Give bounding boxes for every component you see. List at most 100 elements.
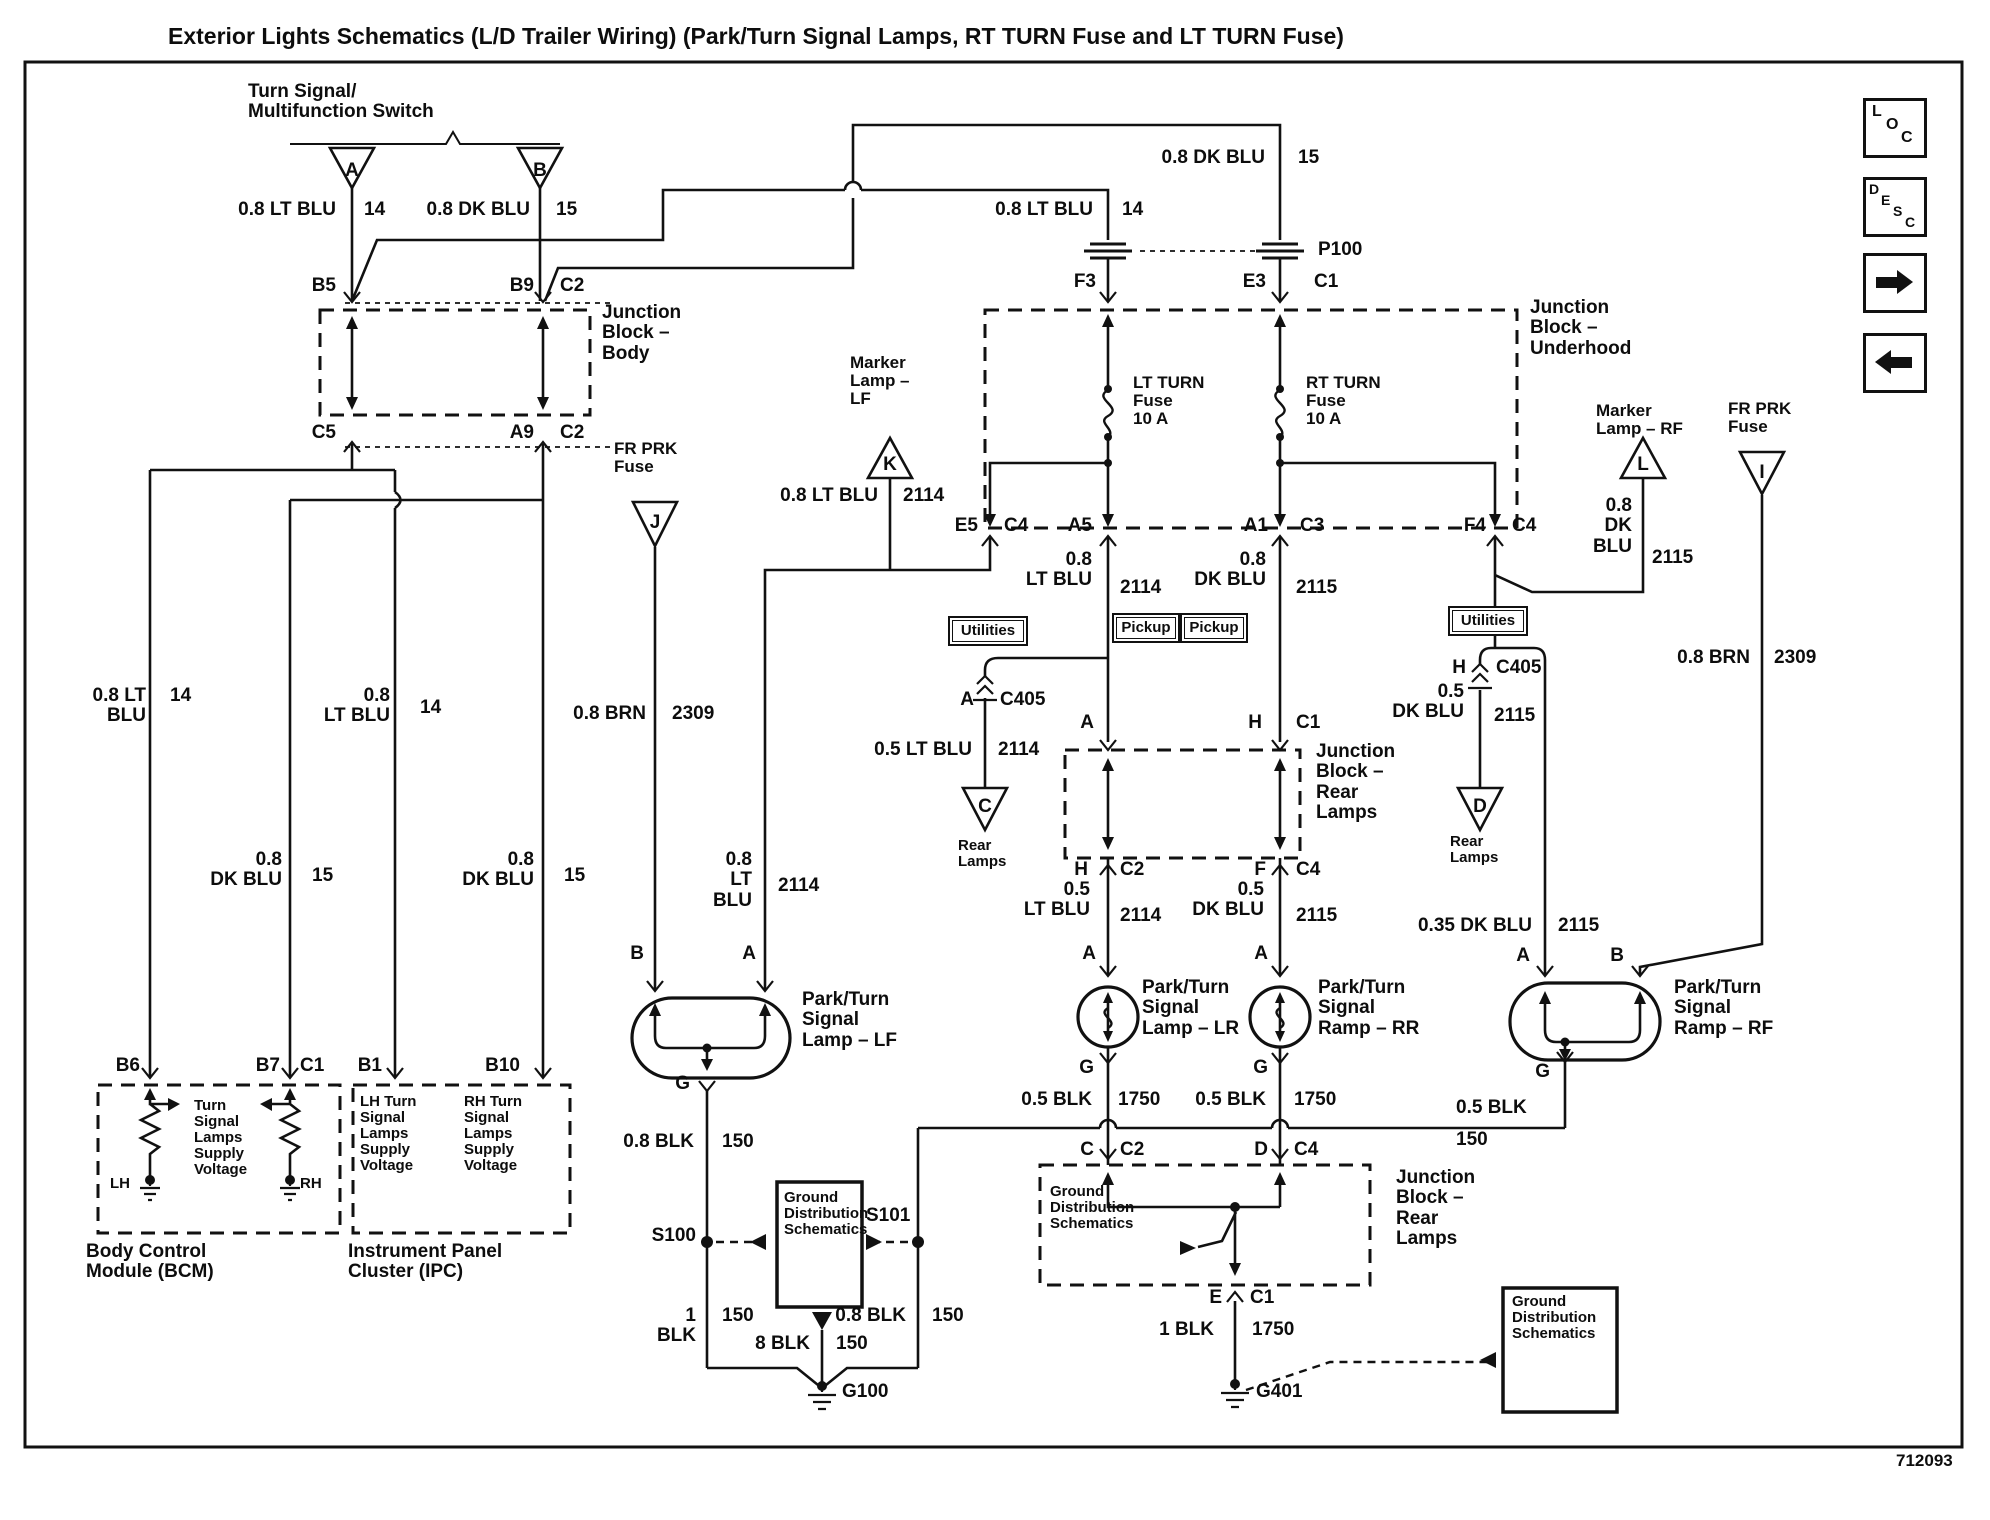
connector-l-triangle (1618, 435, 1668, 480)
pin-f: F (1254, 859, 1266, 880)
desc-button[interactable]: D E S C (1863, 177, 1927, 237)
pin-a1: A1 (1243, 515, 1268, 536)
circuit-label: 14 (364, 199, 386, 220)
circuit-label: 1750 (1252, 1319, 1295, 1340)
pin-h: H (1248, 712, 1262, 733)
lamp-outlines (630, 981, 1662, 1080)
connector-c1: C1 (1296, 712, 1321, 733)
bcm-rh-label: RH (300, 1175, 322, 1192)
gds-ref-label: Ground Distribution Schematics (1050, 1183, 1135, 1233)
circuit-label: 2114 (1120, 905, 1162, 926)
triangle-letter-k: K (883, 454, 897, 475)
pin-e5: E5 (954, 515, 978, 536)
circuit-label: 14 (1122, 199, 1144, 220)
desc-letter: S (1893, 203, 1903, 219)
wire-label: 0.35 DK BLU (1417, 915, 1532, 936)
circuit-label: 1750 (1118, 1089, 1161, 1110)
splice-s100: S100 (651, 1225, 696, 1246)
bcm-label: Body Control Module (BCM) (86, 1241, 214, 1283)
connector-c2: C2 (560, 422, 585, 443)
loc-button[interactable]: L O C (1863, 98, 1927, 158)
wire-label: 0.8 LT BLU (780, 485, 878, 506)
junction-dots (145, 385, 1570, 1391)
reference-boxes (775, 1180, 1619, 1414)
rt-turn-fuse-label: RT TURN Fuse 10 A (1306, 373, 1381, 429)
pin-c: C (1080, 1139, 1094, 1160)
fr-prk-fuse-label: FR PRK Fuse (1728, 399, 1792, 437)
wire-label: 0.8 DK BLU (426, 199, 530, 220)
jb-rear-lamps2-label: Junction Block – Rear Lamps (1396, 1167, 1476, 1249)
wire-label: 0.8 LT BLU (92, 685, 147, 727)
desc-letter: C (1905, 214, 1916, 230)
pin-f4: F4 (1463, 515, 1486, 536)
p100-grommets (1084, 242, 1304, 260)
jb-body-label: Junction Block – Body (602, 302, 682, 364)
connector-c405: C405 (1496, 657, 1542, 678)
circuit-label: 14 (170, 685, 192, 706)
lamp-lr-label: Park/Turn Signal Lamp – LR (1142, 977, 1240, 1039)
splice-s101: S101 (866, 1205, 911, 1226)
circuit-label: 2114 (903, 485, 945, 506)
connector-c1: C1 (300, 1055, 325, 1076)
pin-b1: B1 (357, 1055, 382, 1076)
gds-box-2 (1501, 1286, 1619, 1414)
lamp-lf-label: Park/Turn Signal Lamp – LF (802, 989, 898, 1051)
circuit-label: 2114 (778, 875, 820, 896)
ipc-rh-label: RH Turn Signal Lamps Supply Voltage (464, 1093, 523, 1175)
connector-c2: C2 (1120, 859, 1145, 880)
loc-letter: L (1872, 103, 1882, 120)
circuit-label: 2114 (1120, 577, 1162, 598)
pin-b7: B7 (255, 1055, 280, 1076)
connector-faces (345, 250, 1262, 448)
switch-brace (290, 130, 560, 145)
jb-underhood-box (983, 308, 1519, 530)
gds-box-1 (775, 1180, 864, 1309)
wire-label: 0.5 BLK (1195, 1089, 1266, 1110)
ground-g100-label: G100 (842, 1381, 889, 1402)
gds-ref-label: Ground Distribution Schematics (784, 1189, 869, 1239)
next-button[interactable] (1863, 253, 1927, 313)
ground-g401-dot (1230, 1379, 1240, 1389)
circuit-label: 150 (932, 1305, 964, 1326)
triangle-connectors (327, 146, 1787, 833)
pin-e3: E3 (1242, 271, 1266, 292)
rear-lamps-ref: Rear Lamps (1450, 833, 1499, 867)
circuit-label: 2115 (1296, 905, 1338, 926)
pin-a5: A5 (1067, 515, 1092, 536)
circuit-label: 2309 (672, 703, 715, 724)
pin-a: A (960, 689, 974, 710)
loc-letter: C (1901, 129, 1913, 146)
pin-symbols (141, 291, 1649, 1303)
ipc-box (351, 1083, 572, 1235)
circuit-label: 15 (1298, 147, 1320, 168)
lamp-lr-outline (1076, 985, 1140, 1049)
right-arrow-icon (1876, 270, 1913, 294)
ramp-rr-label: Park/Turn Signal Ramp – RR (1318, 977, 1420, 1039)
ipc-lh-label: LH Turn Signal Lamps Supply Voltage (360, 1093, 417, 1175)
utilities-option-box: Utilities (948, 616, 1028, 646)
circuit-label: 2115 (1558, 915, 1600, 936)
circuit-label: 150 (836, 1333, 868, 1354)
wire-label: 0.8 BRN (1677, 647, 1750, 668)
pin-b6: B6 (115, 1055, 140, 1076)
pin-c5: C5 (311, 422, 336, 443)
ground-g100-dot (817, 1381, 827, 1391)
circuit-label: 14 (420, 697, 442, 718)
ramp-rf-label: Park/Turn Signal Ramp – RF (1674, 977, 1774, 1039)
wire-label: 0.5 DK BLU (1192, 879, 1264, 921)
connector-c4: C4 (1296, 859, 1321, 880)
jb-body-box (318, 308, 592, 417)
circuit-label: 2309 (1774, 647, 1817, 668)
pin-a: A (1080, 712, 1094, 733)
lamp-rr-outline (1248, 985, 1312, 1049)
jb-underhood-label: Junction Block – Underhood (1530, 297, 1632, 359)
pin-f3: F3 (1073, 271, 1096, 292)
utilities-option-box: Utilities (1448, 606, 1528, 636)
connector-c4: C4 (1004, 515, 1029, 536)
wire-label: 0.5 DK BLU (1392, 681, 1464, 723)
back-button[interactable] (1863, 333, 1927, 393)
circuit-label: 2115 (1494, 705, 1536, 726)
connector-p100: P100 (1318, 239, 1363, 260)
connector-c405: C405 (1000, 689, 1046, 710)
